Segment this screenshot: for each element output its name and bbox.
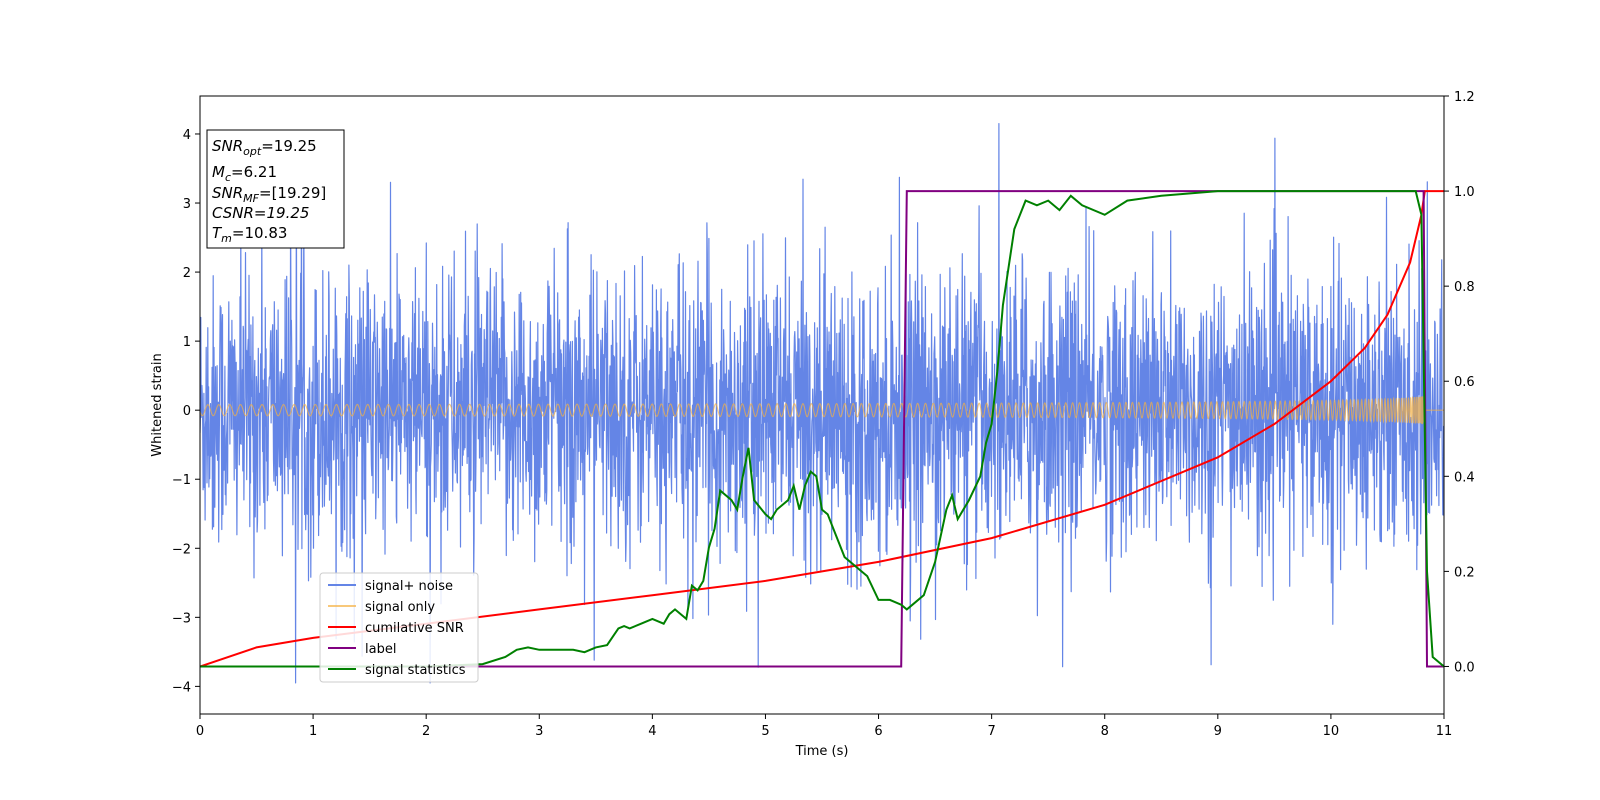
x-tick-label: 6 xyxy=(874,724,882,739)
x-tick-label: 7 xyxy=(987,724,995,739)
y-left-tick-label: 2 xyxy=(183,266,191,281)
info-box: SNRopt=19.25 Mc=6.21 SNRMF=[19.29] CSNR=… xyxy=(206,129,345,249)
info-tm: Tm=10.83 xyxy=(212,224,287,245)
y-axis-left-ticks: −4 −3 −2 −1 0 1 2 3 4 xyxy=(172,128,200,695)
legend-label-cumulative-snr: cumilative SNR xyxy=(365,621,464,636)
x-tick-label: 10 xyxy=(1323,724,1340,739)
legend: signal+ noise signal only cumilative SNR… xyxy=(319,572,479,683)
y-left-tick-label: −4 xyxy=(172,680,191,695)
info-mc: Mc=6.21 xyxy=(212,163,277,184)
info-csnr: CSNR=19.25 xyxy=(212,204,309,222)
x-tick-label: 1 xyxy=(309,724,317,739)
legend-label-signal-noise: signal+ noise xyxy=(365,579,453,594)
x-axis-label: Time (s) xyxy=(795,744,849,759)
y-left-tick-label: 3 xyxy=(183,197,191,212)
x-axis-ticks: 0 1 2 3 4 5 6 7 8 9 10 11 xyxy=(196,714,1452,739)
series-line-signal-statistics xyxy=(200,190,1444,668)
y-left-tick-label: 4 xyxy=(183,128,191,143)
legend-label-signal-statistics: signal statistics xyxy=(365,663,466,678)
series-line-signal-only xyxy=(200,396,1444,425)
y-left-tick-label: 0 xyxy=(183,404,191,419)
y-right-tick-label: 1.2 xyxy=(1454,90,1475,105)
y-right-tick-label: 0.8 xyxy=(1454,280,1475,295)
x-tick-label: 5 xyxy=(761,724,769,739)
x-tick-label: 4 xyxy=(648,724,656,739)
y-right-tick-label: 0.0 xyxy=(1454,660,1475,675)
info-snr-opt: SNRopt=19.25 xyxy=(212,137,317,158)
y-right-tick-label: 0.4 xyxy=(1454,470,1475,485)
x-tick-label: 11 xyxy=(1436,724,1453,739)
y-left-tick-label: −3 xyxy=(172,611,191,626)
legend-label-label: label xyxy=(365,642,396,657)
y-right-tick-label: 0.2 xyxy=(1454,565,1475,580)
legend-label-signal-only: signal only xyxy=(365,600,435,615)
x-tick-label: 0 xyxy=(196,724,204,739)
plot-frame xyxy=(199,95,1445,715)
y-left-tick-label: 1 xyxy=(183,335,191,350)
y-axis-label: Whitened strain xyxy=(150,353,165,456)
y-right-tick-label: 0.6 xyxy=(1454,375,1475,390)
y-left-tick-label: −2 xyxy=(172,542,191,557)
series-line-signal-noise xyxy=(200,123,1444,684)
x-tick-label: 9 xyxy=(1214,724,1222,739)
series-line-label xyxy=(200,190,1444,668)
x-tick-label: 3 xyxy=(535,724,543,739)
y-right-tick-label: 1.0 xyxy=(1454,185,1475,200)
y-axis-right-ticks: 0.0 0.2 0.4 0.6 0.8 1.0 1.2 xyxy=(1444,90,1475,675)
x-tick-label: 8 xyxy=(1101,724,1109,739)
info-snr-mf: SNRMF=[19.29] xyxy=(212,184,326,205)
x-tick-label: 2 xyxy=(422,724,430,739)
y-left-tick-label: −1 xyxy=(172,473,191,488)
